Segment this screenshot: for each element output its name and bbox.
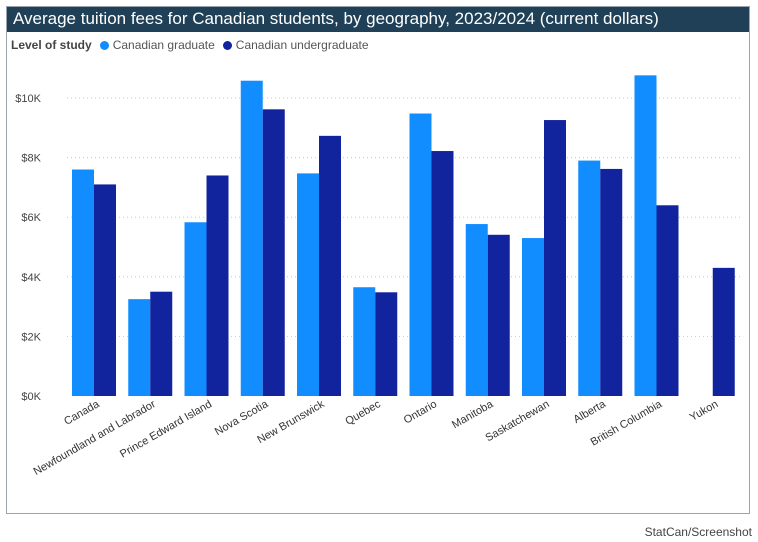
legend-label-graduate: Canadian graduate (112, 38, 215, 52)
x-tick-label: Quebec (343, 398, 383, 428)
legend-title: Level of study (11, 38, 92, 52)
bar-graduate[interactable] (297, 173, 319, 396)
x-tick-label: Saskatchewan (484, 398, 552, 444)
x-tick-label: Canada (62, 398, 102, 428)
bar-graduate[interactable] (465, 224, 488, 396)
bar-graduate[interactable] (72, 169, 94, 396)
y-tick-label: $4K (21, 272, 41, 284)
x-tick-label: Prince Edward Island (118, 398, 214, 460)
bar-graduate[interactable] (240, 80, 263, 396)
chart-legend: Level of study Canadian graduate Canadia… (11, 38, 377, 52)
bar-undergraduate[interactable] (150, 291, 173, 396)
y-tick-label: $10K (15, 93, 41, 105)
y-tick-label: $0K (21, 391, 41, 403)
chart-frame: Average tuition fees for Canadian studen… (6, 6, 750, 514)
x-tick-label: Ontario (402, 398, 439, 426)
legend-item-graduate[interactable]: Canadian graduate (99, 38, 215, 52)
y-tick-label: $6K (21, 212, 41, 224)
bar-graduate[interactable] (578, 160, 601, 396)
bar-undergraduate[interactable] (431, 151, 454, 396)
bar-undergraduate[interactable] (262, 109, 285, 396)
chart-title: Average tuition fees for Canadian studen… (13, 9, 659, 28)
bar-undergraduate[interactable] (206, 175, 229, 396)
image-credit: StatCan/Screenshot (644, 525, 752, 539)
bar-undergraduate[interactable] (487, 234, 510, 396)
bar-graduate[interactable] (522, 238, 544, 396)
y-tick-label: $8K (21, 153, 41, 165)
legend-swatch-undergraduate (222, 40, 232, 50)
bar-graduate[interactable] (634, 75, 657, 397)
bar-graduate[interactable] (184, 222, 207, 396)
bar-undergraduate[interactable] (712, 267, 735, 396)
bar-undergraduate[interactable] (94, 184, 116, 396)
x-tick-label: Yukon (688, 398, 720, 424)
y-tick-label: $2K (21, 331, 41, 343)
legend-item-undergraduate[interactable]: Canadian undergraduate (222, 38, 369, 52)
legend-label-undergraduate: Canadian undergraduate (235, 38, 369, 52)
bar-graduate[interactable] (409, 113, 432, 396)
bar-undergraduate[interactable] (319, 135, 341, 396)
x-tick-label: Manitoba (450, 398, 496, 431)
bar-undergraduate[interactable] (600, 168, 623, 396)
x-tick-label: Alberta (572, 398, 609, 426)
bar-undergraduate[interactable] (375, 292, 398, 396)
bar-graduate[interactable] (353, 287, 376, 396)
bar-graduate[interactable] (128, 299, 151, 396)
bar-undergraduate[interactable] (656, 205, 679, 396)
bar-undergraduate[interactable] (544, 120, 566, 396)
chart-title-bar: Average tuition fees for Canadian studen… (7, 7, 749, 32)
legend-swatch-graduate (99, 40, 109, 50)
